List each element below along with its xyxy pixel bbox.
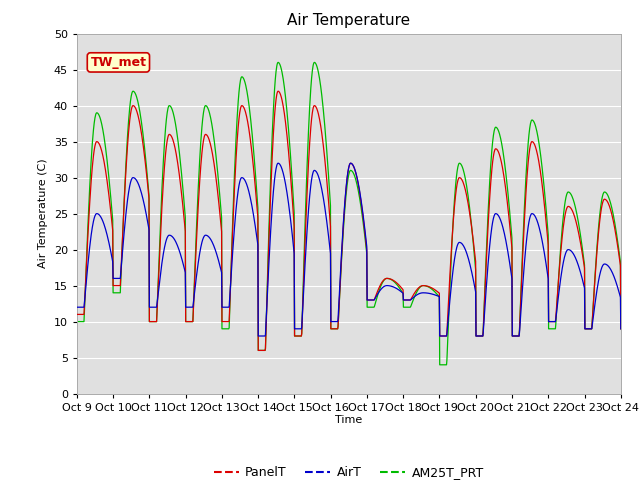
Line: PanelT: PanelT bbox=[77, 91, 621, 350]
AM25T_PRT bbox=[275, 60, 282, 65]
PanelT bbox=[255, 348, 263, 353]
AM25T_PRT bbox=[180, 205, 188, 211]
Line: AM25T_PRT: AM25T_PRT bbox=[77, 62, 621, 365]
AirT bbox=[347, 160, 355, 166]
AM25T_PRT bbox=[194, 195, 202, 201]
Y-axis label: Air Temperature (C): Air Temperature (C) bbox=[38, 159, 48, 268]
AM25T_PRT bbox=[436, 362, 444, 368]
PanelT bbox=[434, 289, 442, 295]
AM25T_PRT bbox=[255, 348, 262, 353]
PanelT bbox=[617, 326, 625, 332]
AM25T_PRT bbox=[505, 200, 513, 206]
Title: Air Temperature: Air Temperature bbox=[287, 13, 410, 28]
AirT bbox=[434, 293, 442, 299]
PanelT bbox=[275, 88, 282, 94]
AirT bbox=[73, 304, 81, 310]
AirT bbox=[255, 333, 262, 339]
Text: TW_met: TW_met bbox=[90, 56, 147, 69]
PanelT bbox=[505, 214, 513, 220]
AM25T_PRT bbox=[434, 292, 442, 298]
Line: AirT: AirT bbox=[77, 163, 621, 336]
AirT bbox=[505, 255, 513, 261]
AM25T_PRT bbox=[553, 302, 561, 308]
AirT bbox=[180, 266, 188, 272]
Legend: PanelT, AirT, AM25T_PRT: PanelT, AirT, AM25T_PRT bbox=[209, 461, 489, 480]
X-axis label: Time: Time bbox=[335, 415, 362, 425]
PanelT bbox=[180, 220, 188, 226]
AM25T_PRT bbox=[73, 319, 81, 324]
AirT bbox=[194, 263, 202, 269]
AirT bbox=[553, 306, 561, 312]
PanelT bbox=[73, 312, 81, 317]
PanelT bbox=[255, 348, 262, 353]
PanelT bbox=[194, 212, 202, 217]
AM25T_PRT bbox=[617, 326, 625, 332]
PanelT bbox=[553, 299, 561, 305]
AirT bbox=[255, 333, 263, 339]
AirT bbox=[617, 326, 625, 332]
